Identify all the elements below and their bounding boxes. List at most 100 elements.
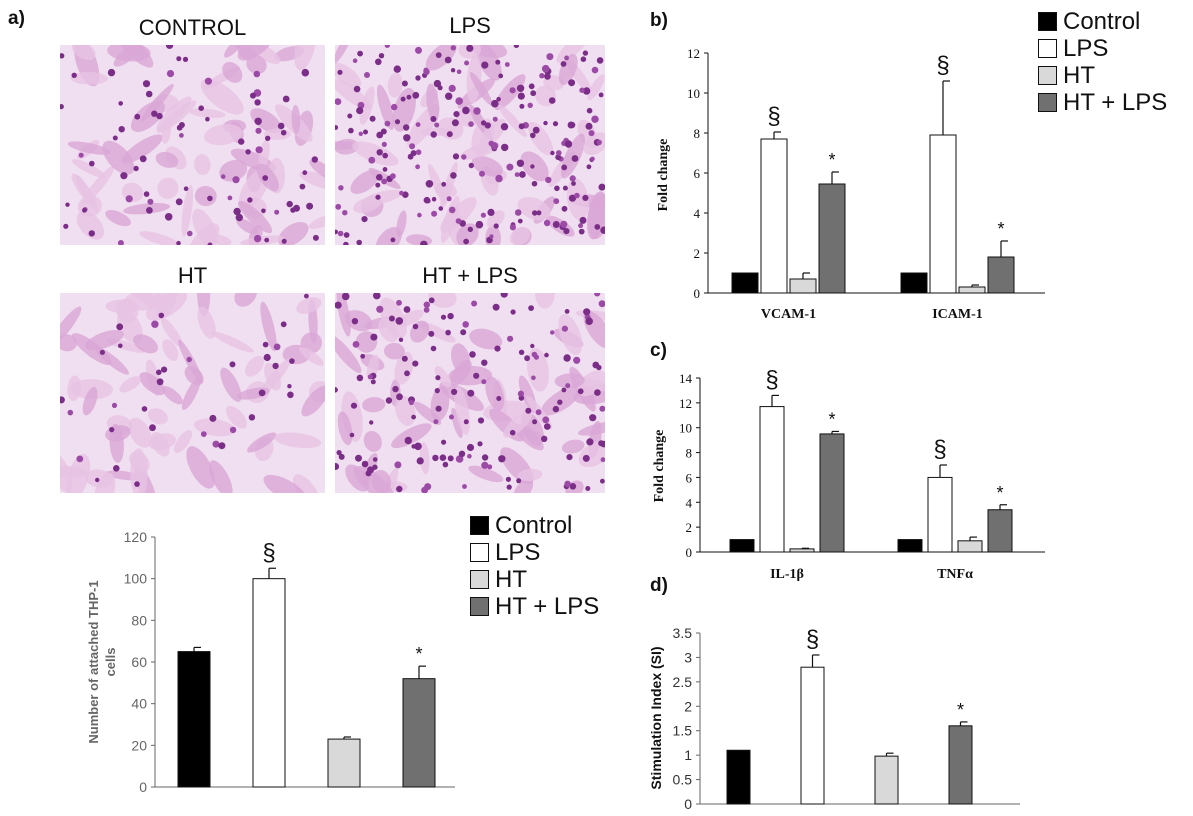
endothelial-cell [82,387,98,416]
thp1-cell [487,208,495,216]
thp1-cell [477,417,485,424]
thp1-cell [376,131,384,139]
thp1-cell [467,226,473,232]
legend-item-control: Control [470,512,599,539]
thp1-cell [134,113,141,120]
legend-item-ht: HT [1038,62,1167,89]
chart-c-y-tick-label: 12 [679,396,692,411]
thp1-cell [530,164,535,169]
thp1-cell [481,379,487,385]
thp1-cell [530,132,536,139]
endothelial-cell [85,469,114,488]
thp1-cell [527,102,533,108]
thp1-cell [186,356,192,363]
thp1-cell [569,483,577,490]
thp1-cell [535,409,542,416]
endothelial-cell [375,227,402,245]
thp1-cell [200,431,207,437]
endothelial-cell [577,370,605,397]
endothelial-cell [200,79,244,115]
endothelial-cell [70,71,108,85]
thp1-cell [88,230,95,237]
thp1-cell [455,97,463,105]
endothelial-cell [517,468,543,482]
thp1-cell [430,345,437,352]
thp1-cell [356,374,364,382]
legend-swatch-ht-lps [470,597,489,616]
endothelial-cell [76,210,105,240]
thp1-cell [335,301,342,309]
micrograph-title-lps: LPS [449,13,491,38]
thp1-cell [532,419,538,425]
endothelial-cell [162,386,183,405]
thp1-cell [343,241,349,245]
thp1-cell [564,140,573,148]
endothelial-cell [556,45,593,63]
endothelial-cell [194,154,211,176]
chart-c-bar [819,433,845,553]
thp1-cell [356,107,364,115]
thp1-cell [556,150,562,156]
thp1-cell [496,96,501,102]
thp1-cell [588,130,595,137]
thp1-cell [218,442,226,450]
thp1-cell [380,128,387,135]
thp1-cell [495,174,503,183]
endothelial-cell [468,465,504,483]
endothelial-cell [146,293,188,321]
endothelial-cell [186,446,215,489]
thp1-cell [212,440,220,448]
thp1-cell [146,207,153,214]
thp1-cell [509,224,516,231]
thp1-cell [423,68,430,75]
thp1-cell [462,106,470,115]
thp1-cell [573,356,581,364]
thp1-cell [561,387,567,393]
chart-c-bar [729,539,755,553]
thp1-cell [420,240,428,245]
thp1-cell [594,389,601,396]
thp1-cell [432,454,439,462]
thp1-cell [532,210,538,216]
endothelial-cell [299,346,324,366]
thp1-cell [548,97,556,104]
thp1-cell [518,349,525,355]
thp1-cell [369,420,374,425]
thp1-cell [480,212,486,218]
chart-b-bar [929,134,957,294]
legend-swatch-lps [470,543,489,562]
chart-c-y-tick-label: 4 [686,495,693,510]
thp1-cell [229,426,237,434]
thp1-cell [282,95,290,103]
endothelial-cell [102,140,135,175]
thp1-cell [451,388,458,395]
thp1-cell [253,70,261,78]
endothelial-cell [308,213,325,230]
thp1-cell [248,414,256,421]
thp1-cell [598,183,605,191]
chart-a-y-tick-label: 40 [131,696,147,712]
thp1-cell [496,396,502,401]
thp1-cell [495,59,501,65]
endothelial-cell [294,45,317,71]
thp1-cell [375,182,381,188]
endothelial-cell [264,362,281,391]
thp1-cell [273,343,281,351]
thp1-cell [253,234,262,243]
thp1-cell [293,204,300,212]
thp1-cell [451,119,459,127]
thp1-cell [265,135,271,141]
thp1-cell [376,305,384,313]
thp1-cell [596,57,604,64]
thp1-cell [561,205,568,212]
thp1-cell [561,325,568,332]
thp1-cell [65,202,70,207]
legend-item-ht: HT [470,566,599,593]
endothelial-cell [391,423,432,449]
endothelial-cell [456,223,479,245]
thp1-cell [67,409,74,416]
legend-label-ht-lps: HT + LPS [495,592,600,620]
endothelial-cell [133,334,159,354]
thp1-cell [156,112,163,120]
thp1-cell [358,131,363,136]
